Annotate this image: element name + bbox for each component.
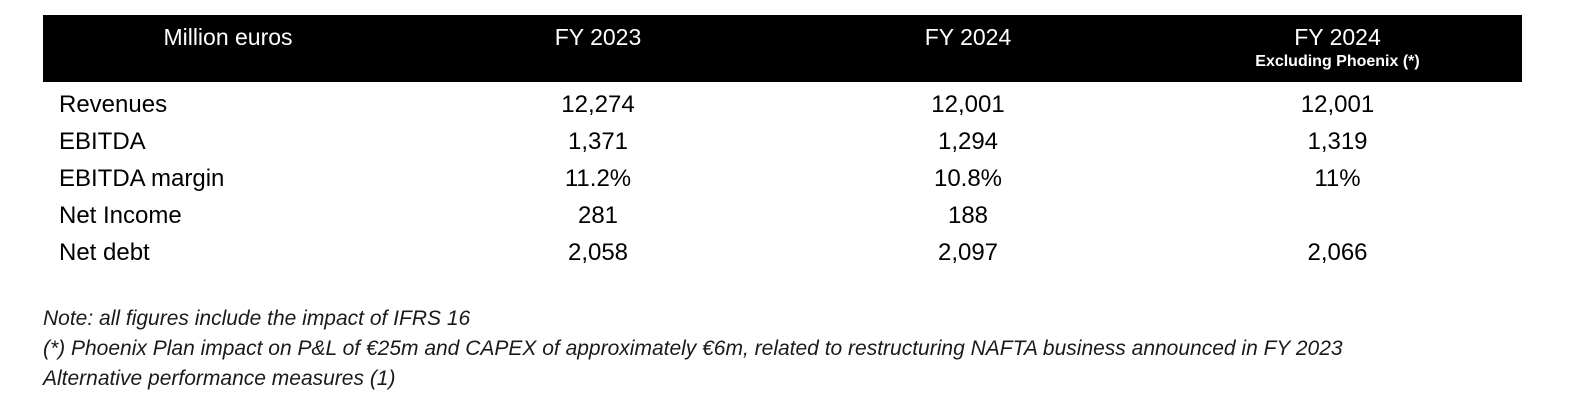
header-label: FY 2024 [924, 24, 1012, 50]
header-cell-million-euros: Million euros [43, 15, 413, 82]
table-header: Million euros FY 2023 FY 2024 FY 2024 Ex… [43, 15, 1522, 82]
header-cell-fy2023: FY 2023 [413, 15, 783, 82]
header-label: Million euros [163, 24, 293, 50]
cell-fy2024: 2,097 [937, 238, 999, 266]
note-ifrs16: Note: all figures include the impact of … [43, 307, 471, 330]
row-label: EBITDA [59, 127, 146, 155]
header-label: FY 2023 [554, 24, 642, 50]
header-label: FY 2024 [1294, 24, 1381, 50]
cell-fy2024-excluding-phoenix: 11% [1314, 164, 1361, 192]
financial-summary-table: Million euros FY 2023 FY 2024 FY 2024 Ex… [43, 15, 1522, 271]
footnotes: Note: all figures include the impact of … [43, 304, 1343, 394]
table-body: Revenues 12,274 12,001 12,001 EBITDA 1,3… [43, 82, 1522, 271]
cell-fy2023: 281 [577, 201, 619, 229]
row-label: Net debt [59, 238, 150, 266]
table-row-ebitda-margin: EBITDA margin 11.2% 10.8% 11% [43, 160, 1522, 197]
table-row-ebitda: EBITDA 1,371 1,294 1,319 [43, 123, 1522, 160]
cell-fy2024-excluding-phoenix: 2,066 [1307, 238, 1368, 266]
cell-fy2023: 1,371 [567, 127, 629, 155]
header-cell-fy2024: FY 2024 [783, 15, 1153, 82]
cell-fy2023: 11.2% [564, 164, 632, 192]
cell-fy2024: 1,294 [937, 127, 999, 155]
row-label: Net Income [59, 201, 182, 229]
cell-fy2024: 12,001 [931, 90, 1005, 118]
note-alternative-measures: Alternative performance measures (1) [43, 367, 396, 390]
header-sublabel: Excluding Phoenix (*) [1255, 53, 1420, 70]
table-row-net-debt: Net debt 2,058 2,097 2,066 [43, 234, 1522, 271]
table-row-net-income: Net Income 281 188 [43, 197, 1522, 234]
cell-fy2024: 10.8% [933, 164, 1003, 192]
note-phoenix-plan: (*) Phoenix Plan impact on P&L of €25m a… [43, 337, 1343, 360]
row-label: EBITDA margin [59, 164, 225, 192]
cell-fy2023: 2,058 [567, 238, 629, 266]
row-label: Revenues [59, 90, 168, 118]
cell-fy2024: 188 [947, 201, 989, 229]
header-cell-fy2024-excluding-phoenix: FY 2024 Excluding Phoenix (*) [1153, 15, 1522, 82]
table-row-revenues: Revenues 12,274 12,001 12,001 [43, 86, 1522, 123]
cell-fy2023: 12,274 [561, 90, 635, 118]
cell-fy2024-excluding-phoenix: 12,001 [1300, 90, 1375, 118]
cell-fy2024-excluding-phoenix: 1,319 [1307, 127, 1368, 155]
